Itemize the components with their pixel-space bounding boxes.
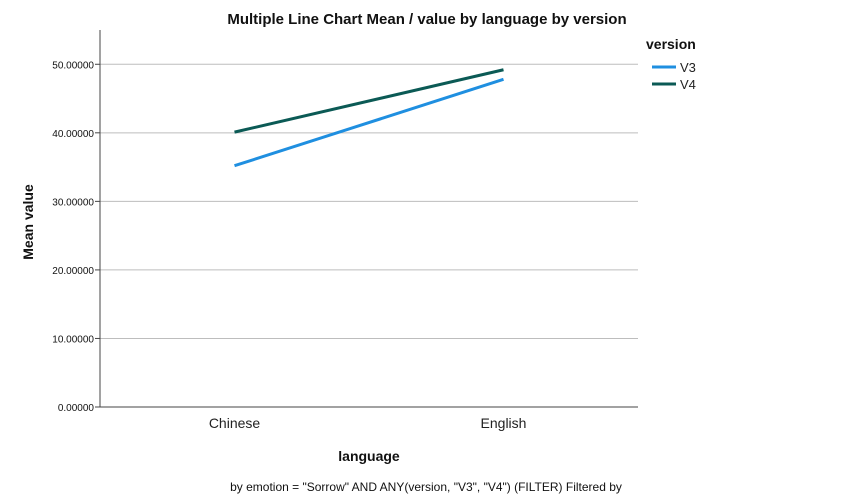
y-tick-label: 30.00000: [52, 197, 94, 208]
legend-title: version: [646, 36, 696, 52]
y-tick-label: 10.00000: [52, 334, 94, 345]
filter-footnote: by emotion = "Sorrow" AND ANY(version, "…: [230, 480, 622, 494]
y-tick-label: 0.00000: [58, 403, 95, 414]
y-axis-title: Mean value: [20, 184, 36, 260]
series-lines: [234, 68, 504, 168]
x-tick-label: English: [481, 415, 527, 431]
chart-title: Multiple Line Chart Mean / value by lang…: [227, 11, 626, 28]
y-tick-label: 40.00000: [52, 129, 94, 140]
series-line-v4: [234, 68, 504, 134]
x-tick-labels: Chinese English: [209, 415, 527, 431]
y-tick-label: 20.00000: [52, 266, 94, 277]
grid: [100, 63, 638, 339]
y-tick-label: 50.00000: [52, 60, 94, 71]
axes: [95, 30, 638, 408]
legend-label-v4: V4: [680, 77, 696, 92]
legend: version V3 V4: [646, 36, 696, 92]
y-tick-labels: 0.00000 10.00000 20.00000 30.00000 40.00000 5…: [52, 60, 94, 414]
legend-label-v3: V3: [680, 60, 696, 75]
x-axis-title: language: [338, 448, 400, 464]
x-tick-label: Chinese: [209, 415, 261, 431]
series-line-v3: [234, 77, 504, 168]
